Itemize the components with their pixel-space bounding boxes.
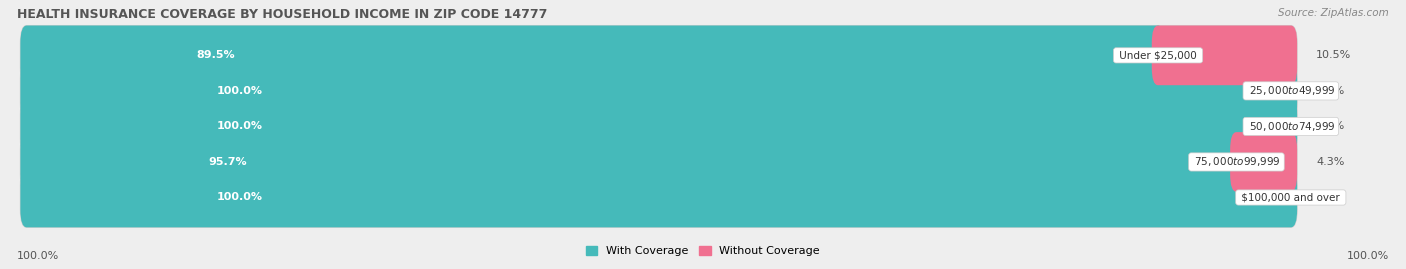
Text: 100.0%: 100.0% <box>217 121 263 132</box>
Text: 89.5%: 89.5% <box>197 50 235 60</box>
FancyBboxPatch shape <box>20 132 1243 192</box>
FancyBboxPatch shape <box>20 61 1298 121</box>
FancyBboxPatch shape <box>1230 132 1298 192</box>
Text: $25,000 to $49,999: $25,000 to $49,999 <box>1246 84 1336 97</box>
Text: 0.0%: 0.0% <box>1316 121 1344 132</box>
FancyBboxPatch shape <box>20 26 1164 85</box>
Text: 4.3%: 4.3% <box>1316 157 1344 167</box>
Text: $100,000 and over: $100,000 and over <box>1239 193 1343 203</box>
Text: Under $25,000: Under $25,000 <box>1116 50 1201 60</box>
Text: 10.5%: 10.5% <box>1316 50 1351 60</box>
Text: 0.0%: 0.0% <box>1316 86 1344 96</box>
Text: $50,000 to $74,999: $50,000 to $74,999 <box>1246 120 1336 133</box>
FancyBboxPatch shape <box>1152 26 1298 85</box>
FancyBboxPatch shape <box>20 132 1298 192</box>
Text: 100.0%: 100.0% <box>217 86 263 96</box>
Text: 100.0%: 100.0% <box>1347 251 1389 261</box>
FancyBboxPatch shape <box>20 168 1298 227</box>
FancyBboxPatch shape <box>20 26 1298 85</box>
Text: 100.0%: 100.0% <box>217 193 263 203</box>
Text: 100.0%: 100.0% <box>17 251 59 261</box>
Text: HEALTH INSURANCE COVERAGE BY HOUSEHOLD INCOME IN ZIP CODE 14777: HEALTH INSURANCE COVERAGE BY HOUSEHOLD I… <box>17 8 547 21</box>
Text: $75,000 to $99,999: $75,000 to $99,999 <box>1191 155 1282 168</box>
FancyBboxPatch shape <box>20 168 1298 227</box>
Legend: With Coverage, Without Coverage: With Coverage, Without Coverage <box>582 242 824 261</box>
Text: Source: ZipAtlas.com: Source: ZipAtlas.com <box>1278 8 1389 18</box>
Text: 95.7%: 95.7% <box>208 157 247 167</box>
FancyBboxPatch shape <box>20 97 1298 156</box>
FancyBboxPatch shape <box>20 97 1298 156</box>
Text: 0.0%: 0.0% <box>1316 193 1344 203</box>
FancyBboxPatch shape <box>20 61 1298 121</box>
